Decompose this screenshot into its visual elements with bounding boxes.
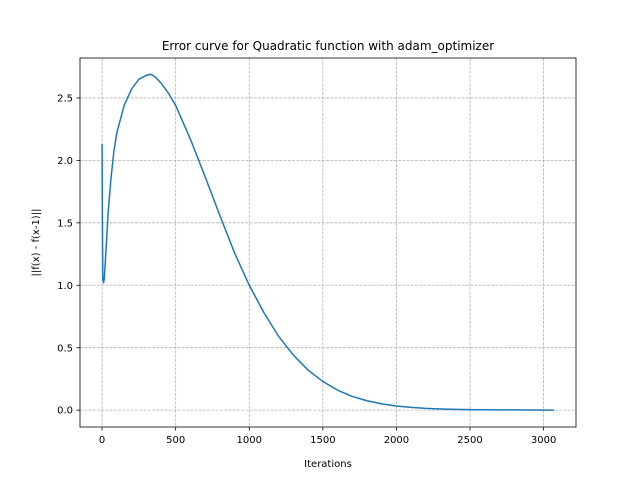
y-tick-label: 2.0	[57, 156, 73, 167]
x-tick-label: 2500	[457, 435, 482, 446]
plot-frame	[79, 57, 577, 428]
grid-layer	[80, 58, 576, 427]
x-tick-label: 3000	[531, 435, 556, 446]
chart-title: Error curve for Quadratic function with …	[162, 39, 494, 53]
x-tick-label: 1500	[310, 435, 335, 446]
y-tick-label: 1.5	[57, 218, 73, 229]
x-tick-label: 2000	[384, 435, 409, 446]
tick-layer: 0 500 1000 1500 2000 2500 3000 0.0 0.5 1.0 1.5 2.0 2…	[57, 94, 556, 446]
y-tick-label: 1.0	[57, 281, 73, 292]
series-layer	[101, 73, 554, 411]
x-tick-label: 500	[166, 435, 185, 446]
x-axis-label: Iterations	[304, 459, 352, 470]
y-tick-label: 2.5	[57, 94, 73, 105]
y-axis-label: ||f(x) - f(x-1)||	[31, 209, 42, 277]
y-tick-label: 0.0	[57, 406, 73, 417]
error-curve-line	[101, 73, 554, 411]
x-tick-label: 0	[99, 435, 105, 446]
y-tick-label: 0.5	[57, 343, 73, 354]
x-tick-label: 1000	[237, 435, 262, 446]
